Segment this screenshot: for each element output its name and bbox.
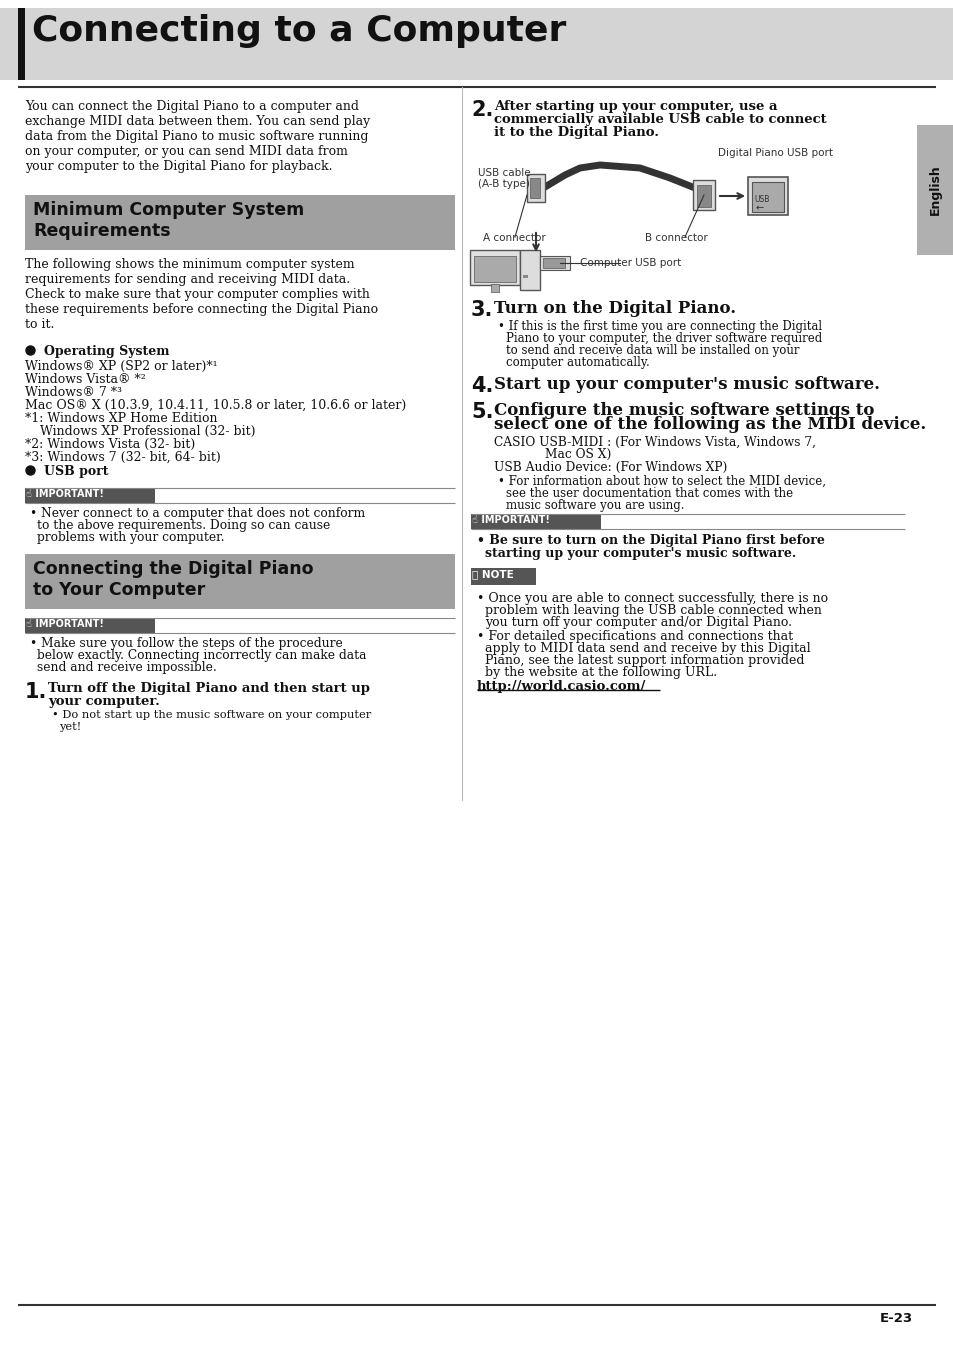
Text: 3.: 3.	[471, 300, 493, 320]
Text: below exactly. Connecting incorrectly can make data: below exactly. Connecting incorrectly ca…	[37, 649, 366, 662]
Text: • Never connect to a computer that does not conform: • Never connect to a computer that does …	[30, 508, 365, 520]
Text: you turn off your computer and/or Digital Piano.: you turn off your computer and/or Digita…	[484, 616, 791, 629]
Text: see the user documentation that comes with the: see the user documentation that comes wi…	[505, 487, 792, 500]
Text: to send and receive data will be installed on your: to send and receive data will be install…	[505, 344, 799, 356]
Text: Turn off the Digital Piano and then start up: Turn off the Digital Piano and then star…	[48, 682, 370, 695]
Text: E-23: E-23	[879, 1312, 912, 1324]
Text: USB: USB	[753, 194, 768, 204]
Text: problems with your computer.: problems with your computer.	[37, 531, 224, 544]
Text: • Make sure you follow the steps of the procedure: • Make sure you follow the steps of the …	[30, 637, 342, 649]
Text: After starting up your computer, use a: After starting up your computer, use a	[494, 100, 777, 113]
Text: B connector: B connector	[644, 234, 707, 243]
Text: to the above requirements. Doing so can cause: to the above requirements. Doing so can …	[37, 518, 330, 532]
Bar	[526, 174, 544, 202]
Text: You can connect the Digital Piano to a computer and
exchange MIDI data between t: You can connect the Digital Piano to a c…	[25, 100, 370, 173]
Text: Windows XP Professional (32- bit): Windows XP Professional (32- bit)	[40, 425, 255, 437]
Bar	[747, 177, 787, 215]
Text: ☝ IMPORTANT!: ☝ IMPORTANT!	[26, 489, 104, 500]
Text: Digital Piano USB port: Digital Piano USB port	[718, 148, 832, 158]
Text: • If this is the first time you are connecting the Digital: • If this is the first time you are conn…	[497, 320, 821, 333]
Bar	[491, 284, 498, 292]
Text: English: English	[927, 165, 941, 216]
Text: USB cable: USB cable	[477, 167, 530, 178]
Bar	[25, 554, 455, 609]
Text: Minimum Computer System
Requirements: Minimum Computer System Requirements	[33, 201, 304, 240]
Text: *2: Windows Vista (32- bit): *2: Windows Vista (32- bit)	[25, 437, 195, 451]
Bar	[519, 250, 539, 290]
Text: Connecting the Digital Piano
to Your Computer: Connecting the Digital Piano to Your Com…	[33, 560, 314, 599]
Text: 2.: 2.	[471, 100, 493, 120]
Text: starting up your computer's music software.: starting up your computer's music softwa…	[484, 547, 796, 560]
Bar	[0, 8, 953, 80]
Bar	[471, 568, 536, 585]
Bar	[530, 178, 539, 198]
Text: Operating System: Operating System	[44, 346, 170, 358]
Text: Mac OS® X (10.3.9, 10.4.11, 10.5.8 or later, 10.6.6 or later): Mac OS® X (10.3.9, 10.4.11, 10.5.8 or la…	[25, 400, 406, 412]
Text: Windows® XP (SP2 or later)*¹: Windows® XP (SP2 or later)*¹	[25, 360, 217, 373]
Bar	[692, 180, 714, 211]
Bar	[697, 185, 710, 207]
Text: by the website at the following URL.: by the website at the following URL.	[484, 666, 717, 679]
Text: Windows® 7 *³: Windows® 7 *³	[25, 386, 122, 400]
Text: Piano to your computer, the driver software required: Piano to your computer, the driver softw…	[505, 332, 821, 346]
Bar	[916, 126, 953, 255]
Bar	[18, 8, 25, 80]
Text: • For information about how to select the MIDI device,: • For information about how to select th…	[497, 475, 825, 487]
Bar	[542, 258, 564, 269]
Text: (A-B type): (A-B type)	[477, 180, 529, 189]
Text: ⓘ NOTE: ⓘ NOTE	[472, 568, 514, 579]
Text: Connecting to a Computer: Connecting to a Computer	[32, 14, 566, 49]
Bar	[470, 250, 519, 285]
Text: ☝ IMPORTANT!: ☝ IMPORTANT!	[26, 620, 104, 629]
Text: • Do not start up the music software on your computer: • Do not start up the music software on …	[52, 710, 371, 720]
Text: Piano, see the latest support information provided: Piano, see the latest support informatio…	[484, 653, 803, 667]
Text: ←: ←	[755, 202, 763, 213]
Bar	[751, 182, 783, 212]
Text: 1.: 1.	[25, 682, 48, 702]
Text: • Be sure to turn on the Digital Piano first before: • Be sure to turn on the Digital Piano f…	[476, 535, 824, 547]
Text: USB port: USB port	[44, 464, 109, 478]
Text: • Once you are able to connect successfully, there is no: • Once you are able to connect successfu…	[476, 593, 827, 605]
Text: ☝ IMPORTANT!: ☝ IMPORTANT!	[472, 514, 549, 525]
Bar	[25, 618, 154, 633]
Text: Computer USB port: Computer USB port	[579, 258, 680, 269]
Text: CASIO USB-MIDI : (For Windows Vista, Windows 7,: CASIO USB-MIDI : (For Windows Vista, Win…	[494, 436, 815, 450]
Bar	[474, 256, 516, 282]
Text: *3: Windows 7 (32- bit, 64- bit): *3: Windows 7 (32- bit, 64- bit)	[25, 451, 220, 464]
Text: • For detailed specifications and connections that: • For detailed specifications and connec…	[476, 630, 792, 643]
Text: Turn on the Digital Piano.: Turn on the Digital Piano.	[494, 300, 736, 317]
Bar	[25, 194, 455, 250]
Text: Configure the music software settings to: Configure the music software settings to	[494, 402, 874, 418]
Text: music software you are using.: music software you are using.	[505, 500, 684, 512]
Text: Windows Vista® *²: Windows Vista® *²	[25, 373, 146, 386]
Text: The following shows the minimum computer system
requirements for sending and rec: The following shows the minimum computer…	[25, 258, 377, 331]
Text: Start up your computer's music software.: Start up your computer's music software.	[494, 377, 879, 393]
Text: it to the Digital Piano.: it to the Digital Piano.	[494, 126, 659, 139]
Bar	[471, 514, 600, 529]
Bar	[539, 256, 569, 270]
Text: commercially available USB cable to connect: commercially available USB cable to conn…	[494, 113, 825, 126]
Text: *1: Windows XP Home Edition: *1: Windows XP Home Edition	[25, 412, 217, 425]
Text: computer automatically.: computer automatically.	[505, 356, 649, 369]
Text: A connector: A connector	[482, 234, 545, 243]
Text: send and receive impossible.: send and receive impossible.	[37, 662, 216, 674]
Bar	[522, 275, 527, 278]
Bar	[25, 487, 154, 504]
Text: 4.: 4.	[471, 377, 493, 396]
Text: your computer.: your computer.	[48, 695, 160, 707]
Text: USB Audio Device: (For Windows XP): USB Audio Device: (For Windows XP)	[494, 460, 726, 474]
Text: 5.: 5.	[471, 402, 493, 423]
Text: yet!: yet!	[59, 722, 81, 732]
Text: apply to MIDI data send and receive by this Digital: apply to MIDI data send and receive by t…	[484, 643, 810, 655]
Text: http://world.casio.com/: http://world.casio.com/	[476, 680, 646, 693]
Text: problem with leaving the USB cable connected when: problem with leaving the USB cable conne…	[484, 603, 821, 617]
Text: Mac OS X): Mac OS X)	[544, 448, 611, 460]
Text: select one of the following as the MIDI device.: select one of the following as the MIDI …	[494, 416, 925, 433]
